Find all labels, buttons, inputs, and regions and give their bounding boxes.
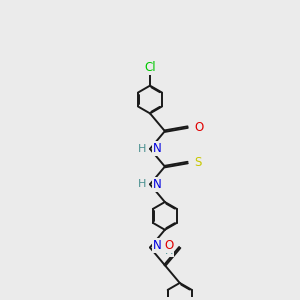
Text: O: O: [164, 239, 173, 252]
Text: Cl: Cl: [144, 61, 156, 74]
Text: H: H: [138, 179, 147, 189]
Text: S: S: [194, 156, 201, 169]
Text: N: N: [153, 178, 162, 191]
Text: H: H: [165, 246, 173, 256]
Text: O: O: [194, 121, 203, 134]
Text: N: N: [153, 142, 162, 155]
Text: H: H: [138, 144, 147, 154]
Text: N: N: [153, 239, 162, 252]
